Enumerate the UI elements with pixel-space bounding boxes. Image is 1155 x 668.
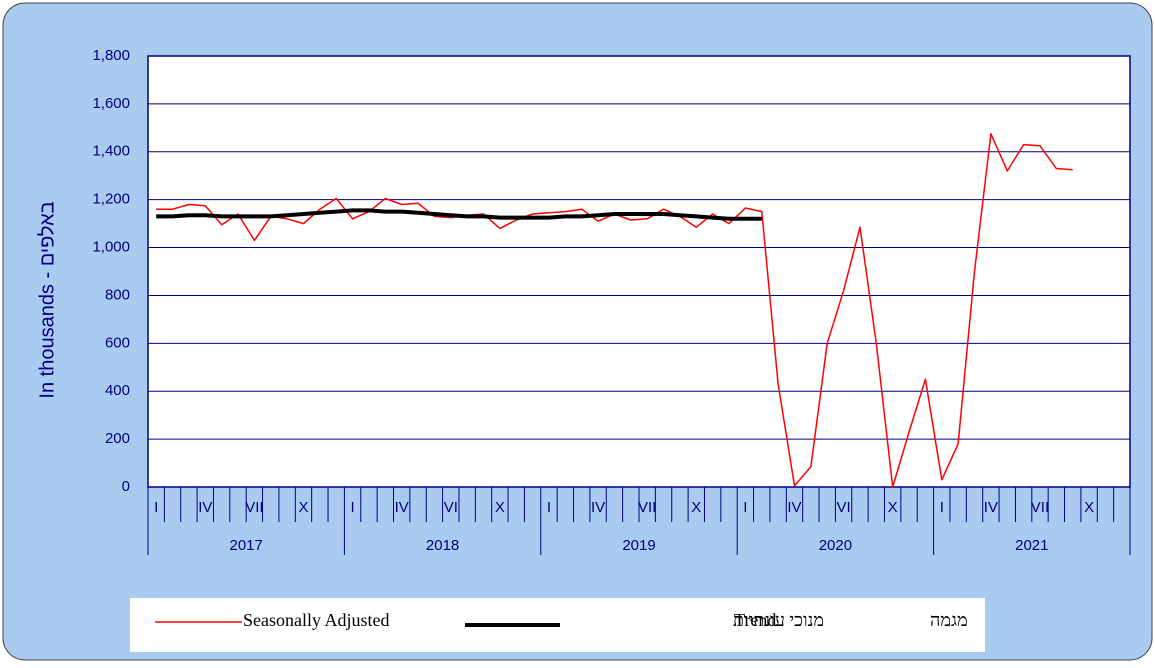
x-tick-label: IV	[591, 499, 605, 516]
y-tick-label: 1,400	[92, 143, 130, 160]
x-tick-label: I	[154, 499, 158, 516]
x-tick-label: X	[495, 499, 505, 516]
x-tick-label: X	[298, 499, 308, 516]
x-tick-label: X	[1084, 499, 1094, 516]
y-tick-label: 200	[105, 430, 130, 447]
x-tick-label: I	[743, 499, 747, 516]
year-label: 2018	[426, 537, 459, 554]
x-tick-label: VII	[1031, 499, 1049, 516]
legend-extra: מנוכי עונתיות	[733, 610, 824, 630]
series-line	[156, 208, 762, 221]
x-tick-label: I	[940, 499, 944, 516]
year-label: 2021	[1015, 537, 1048, 554]
y-axis-label: In thousands - באלפים	[36, 201, 58, 398]
x-tick-label: IV	[984, 499, 998, 516]
plot-area	[148, 56, 1130, 487]
x-tick-label: VII	[245, 499, 263, 516]
x-tick-label: X	[888, 499, 898, 516]
x-tick-label: IV	[395, 499, 409, 516]
legend-extra: מגמה	[930, 610, 968, 630]
x-tick-label: VI	[836, 499, 850, 516]
y-tick-label: 1,000	[92, 239, 130, 256]
x-tick-label: IV	[198, 499, 212, 516]
year-label: 2017	[230, 537, 263, 554]
x-tick-label: I	[350, 499, 354, 516]
y-tick-label: 0	[122, 478, 130, 495]
y-tick-label: 1,200	[92, 191, 130, 208]
y-tick-label: 600	[105, 334, 130, 351]
y-tick-label: 1,800	[92, 47, 130, 64]
legend-label: Trend	[734, 610, 776, 630]
x-tick-label: IV	[787, 499, 801, 516]
year-label: 2019	[622, 537, 655, 554]
y-tick-label: 400	[105, 382, 130, 399]
x-tick-label: X	[691, 499, 701, 516]
x-tick-label: VII	[638, 499, 656, 516]
legend-label: Seasonally Adjusted	[243, 610, 390, 630]
y-tick-label: 800	[105, 286, 130, 303]
x-tick-label: VI	[444, 499, 458, 516]
y-tick-label: 1,600	[92, 95, 130, 112]
year-label: 2020	[819, 537, 852, 554]
x-tick-label: I	[547, 499, 551, 516]
